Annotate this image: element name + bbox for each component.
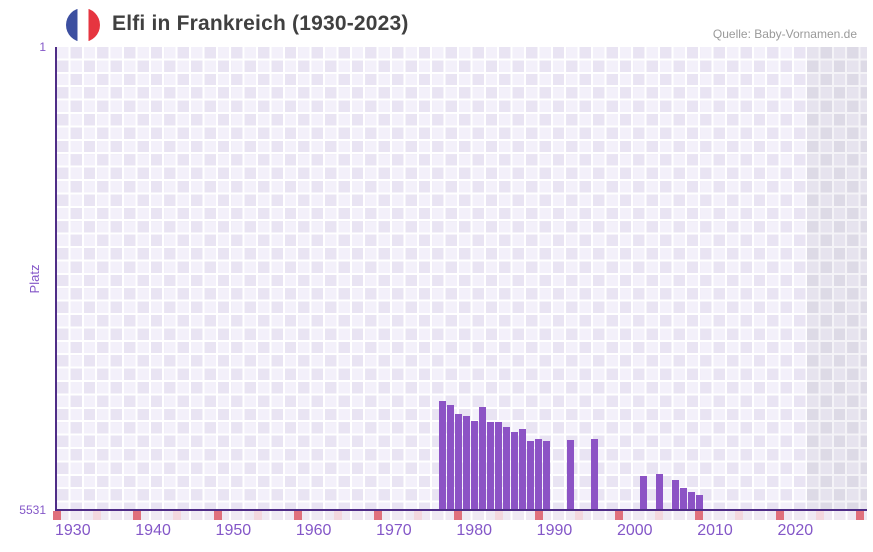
half-decade-tick-1975 (414, 511, 423, 520)
y-axis-line (55, 47, 57, 511)
x-axis-line (55, 509, 867, 511)
bar-1990[interactable] (535, 439, 543, 509)
x-tick-label-1930: 1930 (55, 522, 91, 539)
bar-1985[interactable] (495, 422, 503, 509)
half-decade-tick-1955 (253, 511, 262, 520)
decade-tick-1940 (133, 511, 142, 520)
x-tick-label-1980: 1980 (456, 522, 492, 539)
half-decade-tick-1995 (574, 511, 583, 520)
bar-2009[interactable] (687, 492, 695, 509)
y-axis-min-tick: 5531 (19, 503, 46, 517)
bar-1979[interactable] (446, 405, 454, 509)
france-flag-icon (66, 8, 100, 42)
bar-1982[interactable] (470, 421, 478, 509)
source-credit: Quelle: Baby-Vornamen.de (712, 27, 857, 41)
decade-tick-1980 (454, 511, 463, 520)
decade-tick-1930 (53, 511, 61, 520)
half-decade-tick-1945 (173, 511, 182, 520)
x-tick-label-1950: 1950 (215, 522, 252, 539)
half-decade-tick-1935 (93, 511, 102, 520)
bar-1989[interactable] (527, 440, 535, 509)
bar-2008[interactable] (679, 487, 687, 509)
half-decade-tick-1965 (333, 511, 342, 520)
x-tick-label-2020: 2020 (777, 522, 814, 539)
plot-grid (57, 47, 867, 509)
half-decade-tick-2005 (655, 511, 664, 520)
beyond-range-band (807, 47, 867, 509)
bar-1994[interactable] (567, 440, 575, 509)
bar-1991[interactable] (543, 440, 551, 509)
x-tick-label-1960: 1960 (295, 522, 332, 539)
decade-tick-1950 (213, 511, 222, 520)
bar-2003[interactable] (639, 476, 647, 509)
bar-1983[interactable] (478, 406, 486, 509)
bar-1997[interactable] (591, 439, 599, 509)
decade-tick-2020 (775, 511, 784, 520)
page-title: Elfi in Frankreich (1930-2023) (112, 12, 409, 35)
x-tick-label-1940: 1940 (135, 522, 171, 539)
decade-tick-2010 (695, 511, 704, 520)
half-decade-tick-1985 (494, 511, 503, 520)
y-axis-title: Platz (27, 264, 42, 294)
bar-1984[interactable] (487, 422, 494, 509)
bar-1981[interactable] (462, 416, 470, 509)
bar-2010[interactable] (695, 494, 703, 509)
bar-1978[interactable] (438, 401, 446, 509)
x-tick-label-2010: 2010 (697, 522, 733, 539)
bar-1980[interactable] (454, 413, 462, 509)
decade-tick-1990 (534, 511, 543, 520)
y-axis-max-tick: 1 (39, 40, 46, 54)
bar-2007[interactable] (671, 480, 679, 509)
half-decade-tick-2025 (815, 511, 824, 520)
decade-tick-2030 (855, 511, 864, 520)
bar-1987[interactable] (511, 432, 519, 509)
decade-tick-2000 (614, 511, 623, 520)
x-tick-label-1990: 1990 (536, 522, 573, 539)
bar-2005[interactable] (655, 473, 663, 509)
half-decade-tick-2015 (735, 511, 744, 520)
decade-tick-1970 (374, 511, 383, 520)
bar-1986[interactable] (503, 427, 511, 509)
x-tick-label-1970: 1970 (376, 522, 412, 539)
decade-tick-1960 (293, 511, 302, 520)
bar-1988[interactable] (519, 428, 527, 509)
x-tick-label-2000: 2000 (616, 522, 653, 539)
